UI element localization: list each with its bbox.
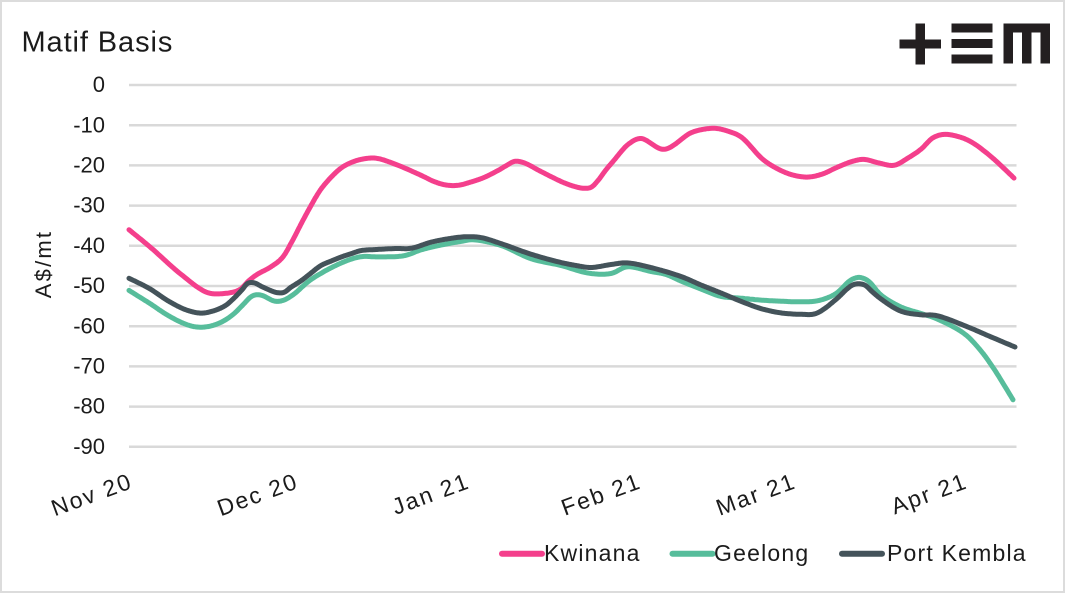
svg-text:Port Kembla: Port Kembla (887, 540, 1027, 566)
svg-text:Apr 21: Apr 21 (887, 468, 970, 520)
svg-text:-10: -10 (73, 112, 105, 137)
svg-text:-90: -90 (73, 434, 105, 459)
svg-text:-40: -40 (73, 233, 105, 258)
svg-text:Matif Basis: Matif Basis (22, 27, 174, 59)
svg-text:Nov 20: Nov 20 (48, 468, 136, 521)
svg-text:-20: -20 (73, 152, 105, 177)
svg-text:-60: -60 (73, 313, 105, 338)
svg-text:Dec 20: Dec 20 (214, 468, 302, 521)
svg-text:Feb 21: Feb 21 (558, 468, 645, 521)
svg-text:A$/mt: A$/mt (31, 230, 56, 298)
svg-text:Jan 21: Jan 21 (389, 468, 474, 520)
svg-text:-50: -50 (73, 273, 105, 298)
svg-text:-70: -70 (73, 353, 105, 378)
svg-text:-80: -80 (73, 394, 105, 419)
svg-text:0: 0 (93, 72, 105, 97)
svg-text:Geelong: Geelong (714, 540, 809, 566)
svg-text:-30: -30 (73, 193, 105, 218)
svg-text:Mar 21: Mar 21 (712, 468, 799, 521)
svg-text:Kwinana: Kwinana (544, 540, 641, 566)
